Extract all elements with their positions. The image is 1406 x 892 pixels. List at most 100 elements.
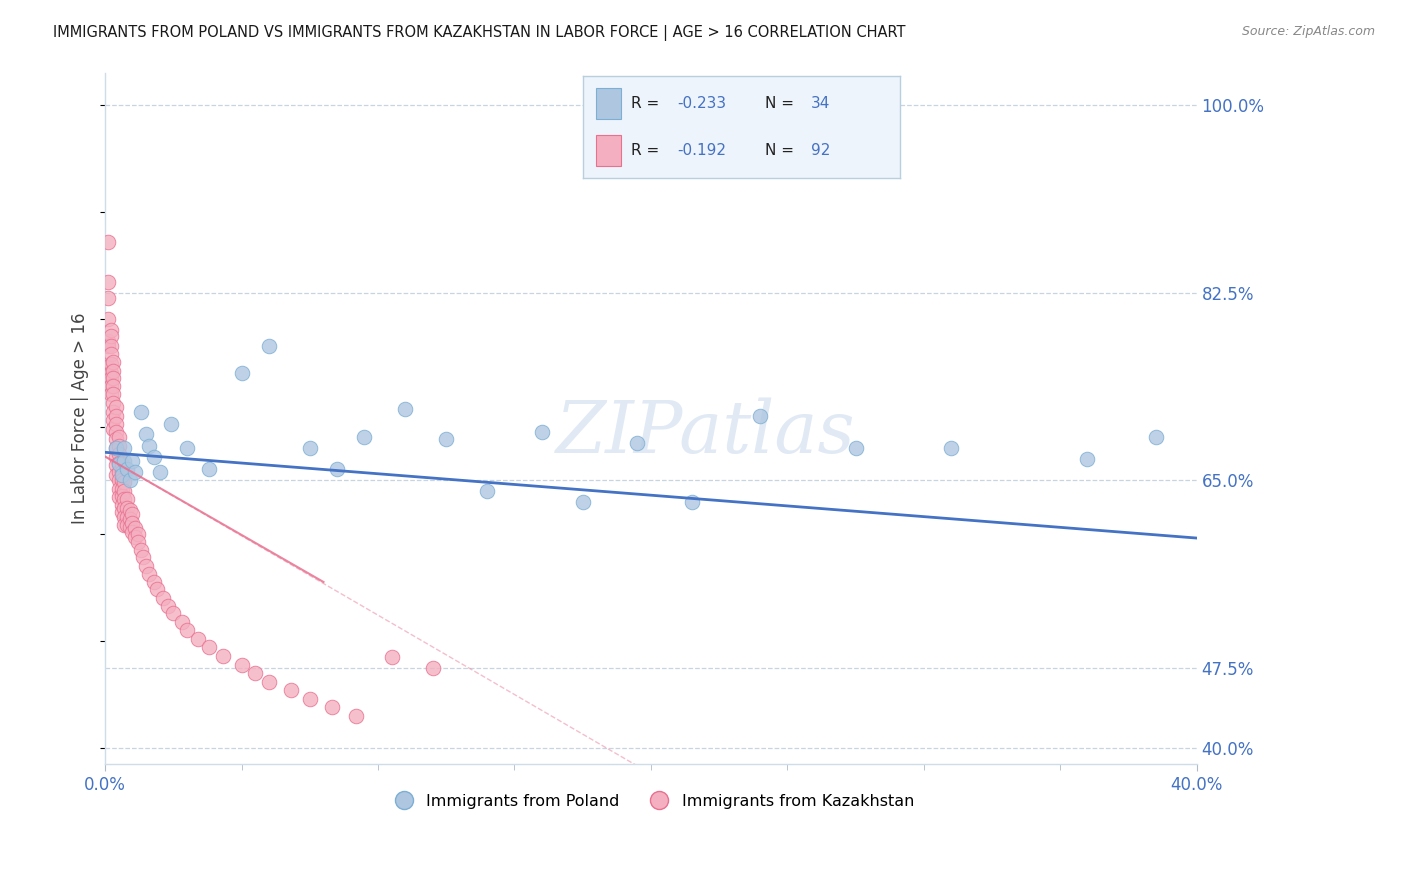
Point: [681, 494, 703, 508]
Bar: [596, 88, 621, 119]
Point: [170, 615, 193, 629]
Point: [149, 465, 172, 479]
Point: [108, 482, 131, 496]
Text: N =: N =: [765, 96, 799, 111]
Point: [100, 323, 122, 337]
Point: [135, 427, 157, 442]
Point: [1144, 430, 1167, 444]
Text: N =: N =: [765, 144, 799, 158]
Point: [108, 491, 131, 505]
Point: [103, 379, 125, 393]
Point: [103, 413, 125, 427]
Point: [100, 387, 122, 401]
Text: R =: R =: [631, 144, 664, 158]
Point: [211, 648, 233, 663]
Point: [176, 624, 198, 638]
Point: [97, 339, 120, 353]
Point: [103, 387, 125, 401]
Point: [434, 433, 457, 447]
Point: [108, 457, 131, 471]
Point: [112, 501, 135, 516]
Point: [105, 450, 128, 464]
Point: [110, 473, 132, 487]
Point: [108, 473, 131, 487]
Point: [245, 666, 267, 681]
Point: [103, 404, 125, 418]
Point: [105, 401, 128, 415]
Point: [115, 492, 138, 507]
Point: [422, 661, 444, 675]
Bar: [596, 136, 621, 166]
Point: [129, 542, 152, 557]
Point: [112, 509, 135, 524]
Point: [394, 402, 416, 417]
Point: [103, 364, 125, 378]
Point: [121, 516, 143, 530]
Text: ZIPatlas: ZIPatlas: [555, 397, 855, 467]
Point: [115, 462, 138, 476]
Text: IMMIGRANTS FROM POLAND VS IMMIGRANTS FROM KAZAKHSTAN IN LABOR FORCE | AGE > 16 C: IMMIGRANTS FROM POLAND VS IMMIGRANTS FRO…: [53, 25, 905, 41]
Text: Source: ZipAtlas.com: Source: ZipAtlas.com: [1241, 25, 1375, 38]
Point: [1076, 451, 1098, 466]
Point: [105, 458, 128, 473]
Point: [135, 558, 157, 573]
Point: [112, 483, 135, 498]
Point: [100, 366, 122, 380]
Text: -0.233: -0.233: [676, 96, 725, 111]
Point: [143, 574, 166, 589]
Point: [132, 550, 155, 565]
Point: [115, 509, 138, 524]
Point: [257, 339, 280, 353]
Point: [138, 439, 160, 453]
Point: [129, 404, 152, 418]
Point: [112, 454, 135, 468]
Point: [103, 355, 125, 369]
Point: [127, 526, 149, 541]
Point: [105, 433, 128, 447]
Point: [124, 530, 146, 544]
Point: [112, 518, 135, 533]
Point: [105, 425, 128, 439]
Point: [353, 430, 375, 444]
Point: [118, 512, 141, 526]
Point: [110, 465, 132, 479]
Point: [100, 379, 122, 393]
Point: [146, 582, 169, 597]
Point: [231, 657, 253, 672]
Point: [298, 691, 321, 706]
Point: [100, 339, 122, 353]
Point: [156, 599, 179, 613]
Point: [257, 674, 280, 689]
Point: [110, 498, 132, 512]
Point: [124, 465, 146, 479]
Point: [571, 494, 593, 508]
Point: [105, 409, 128, 423]
Point: [110, 505, 132, 519]
Point: [108, 430, 131, 444]
Point: [321, 700, 343, 714]
Point: [844, 441, 866, 455]
Point: [110, 457, 132, 471]
Point: [105, 441, 128, 455]
Point: [97, 359, 120, 374]
Point: [105, 417, 128, 432]
Point: [198, 462, 221, 476]
Point: [626, 435, 648, 450]
Text: 92: 92: [811, 144, 831, 158]
Point: [112, 475, 135, 490]
Point: [187, 632, 209, 646]
Point: [108, 447, 131, 461]
Point: [198, 640, 221, 655]
Point: [97, 312, 120, 326]
Point: [105, 441, 128, 455]
Point: [118, 473, 141, 487]
Point: [162, 606, 184, 620]
Point: [118, 520, 141, 534]
Y-axis label: In Labor Force | Age > 16: In Labor Force | Age > 16: [72, 313, 89, 524]
Point: [143, 450, 166, 464]
Point: [939, 441, 962, 455]
Point: [105, 467, 128, 482]
Point: [124, 521, 146, 535]
Point: [100, 371, 122, 385]
Point: [108, 439, 131, 453]
